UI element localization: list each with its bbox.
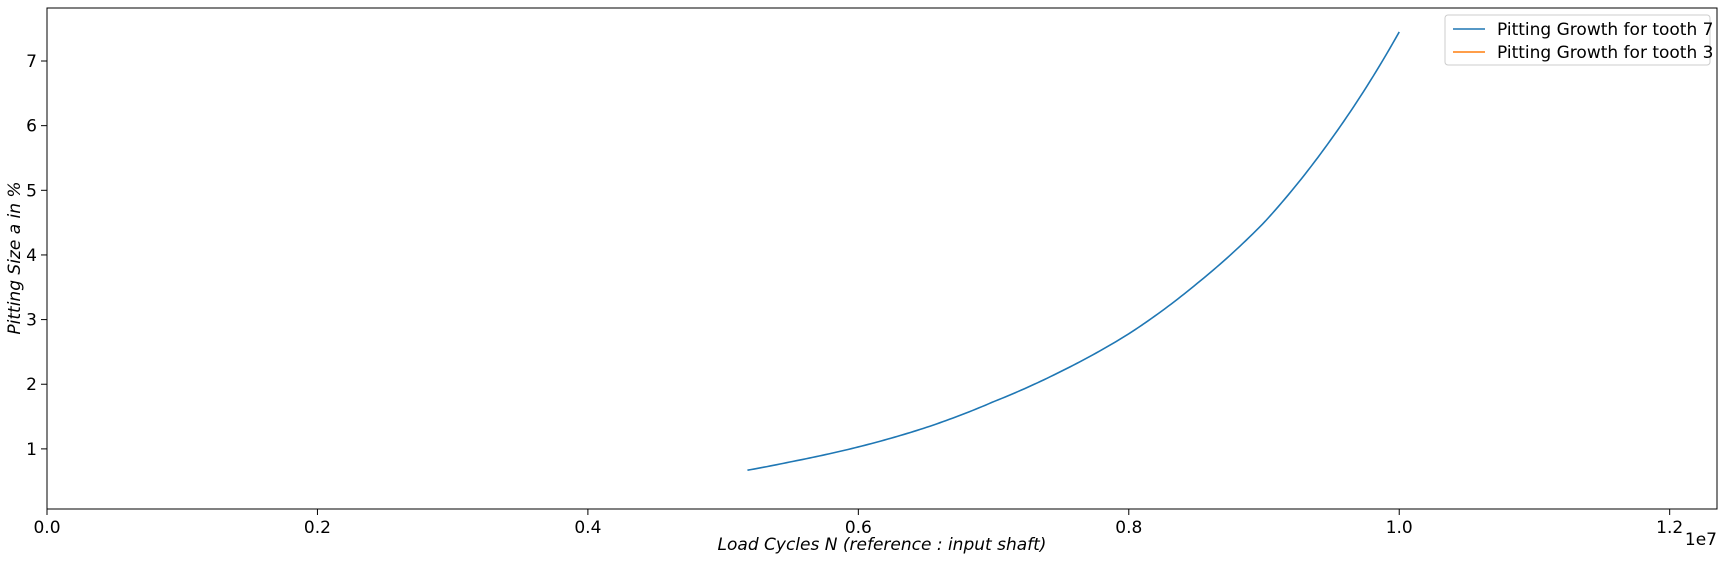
x-tick-label: 1.2 bbox=[1656, 518, 1683, 538]
x-tick-label: 0.2 bbox=[304, 518, 331, 538]
y-tick-label: 5 bbox=[26, 181, 37, 201]
y-axis-label: Pitting Size a in % bbox=[5, 181, 25, 334]
x-axis-label: Load Cycles N (reference : input shaft) bbox=[718, 535, 1047, 555]
series-layer bbox=[747, 31, 1400, 471]
plot-background bbox=[47, 8, 1717, 509]
x-tick-label: 1.0 bbox=[1386, 518, 1413, 538]
legend: Pitting Growth for tooth 7 Pitting Growth… bbox=[1444, 14, 1713, 66]
y-tick-label: 6 bbox=[26, 117, 37, 137]
x-tick-label: 0.8 bbox=[1115, 518, 1142, 538]
y-tick-label: 2 bbox=[26, 375, 37, 395]
x-tick-label: 0.0 bbox=[33, 518, 60, 538]
y-tick-label: 1 bbox=[26, 440, 37, 460]
x-offset-label: 1e7 bbox=[1685, 530, 1717, 550]
x-tick-label: 0.4 bbox=[574, 518, 601, 538]
y-tick-label: 3 bbox=[26, 311, 37, 331]
y-tick-label: 4 bbox=[26, 246, 37, 266]
x-tick-label: 0.6 bbox=[845, 518, 872, 538]
series-line-0 bbox=[747, 31, 1400, 471]
y-tick-label: 7 bbox=[26, 52, 37, 72]
legend-label-0: Pitting Growth for tooth 7 bbox=[1497, 20, 1713, 40]
ticks-layer: 0.0 0.2 0.4 0.6 0.8 1.0 1.2 1 2 3 4 5 6 7 bbox=[26, 52, 1683, 538]
plot-frame bbox=[46, 7, 1718, 510]
legend-box bbox=[1444, 14, 1711, 66]
legend-label-1: Pitting Growth for tooth 3 bbox=[1497, 43, 1713, 63]
